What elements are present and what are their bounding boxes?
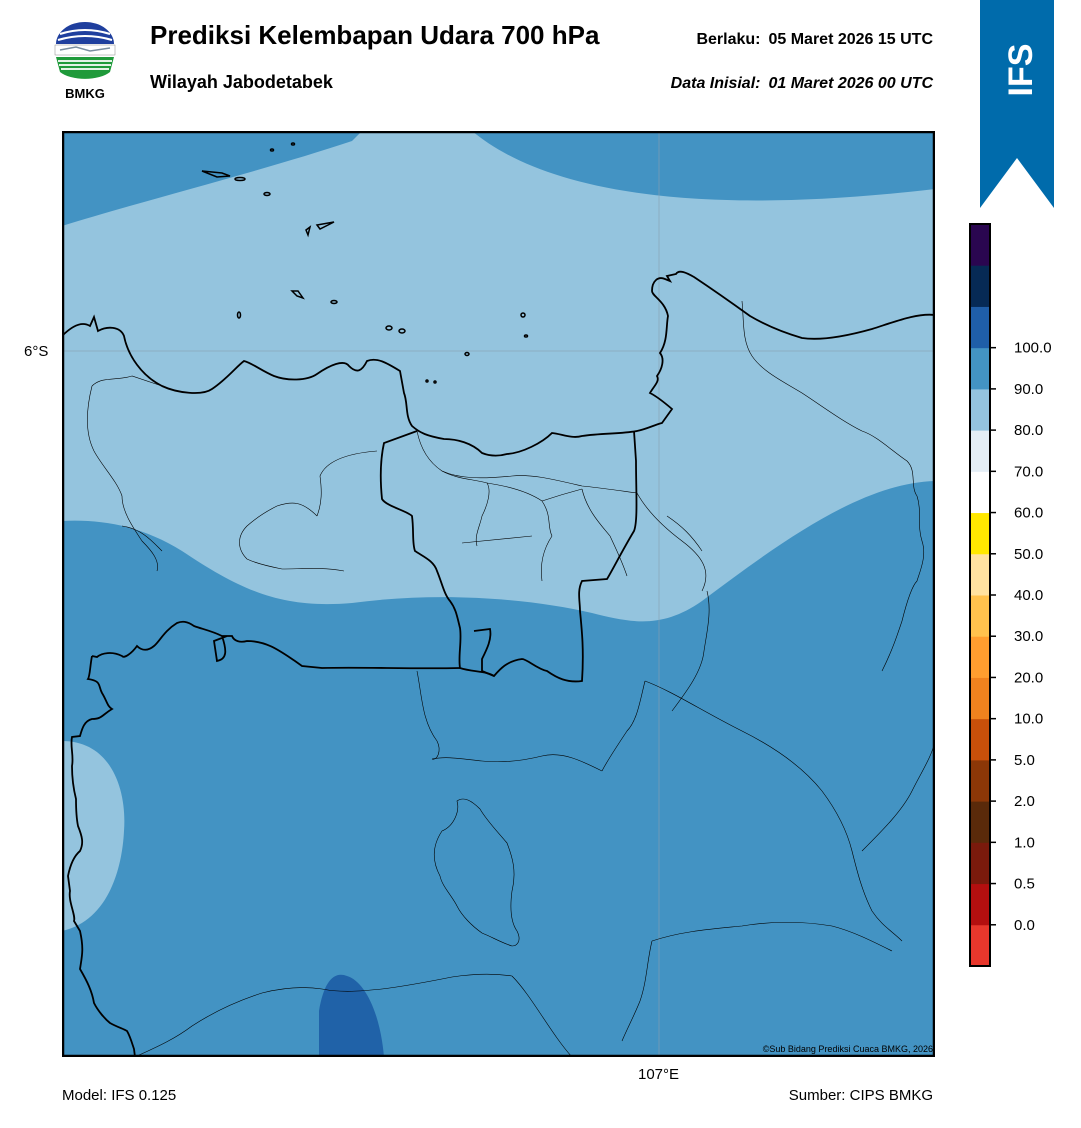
colorbar-segment <box>970 553 990 596</box>
colorbar-segment <box>970 388 990 431</box>
province-borders <box>67 430 638 1057</box>
colorbar-segment <box>970 595 990 637</box>
colorbar-tick-label: 30.0 <box>1014 628 1043 645</box>
colorbar-segment <box>970 347 990 390</box>
colorbar-segment <box>970 430 990 472</box>
colorbar-tick-label: 0.5 <box>1014 876 1035 893</box>
init-label: Data Inisial: <box>670 75 761 92</box>
colorbar-segment <box>970 306 990 349</box>
thousand-islands <box>201 142 529 384</box>
colorbar-tick-label: 10.0 <box>1014 711 1043 728</box>
humidity-colorbar: 0.0 0.5 1.0 2.0 5.0 10.0 20.0 30.0 40.0 50.0 60.0 7… <box>969 223 1052 967</box>
colorbar-segment <box>970 718 990 761</box>
colorbar-tick-label: 20.0 <box>1014 669 1043 686</box>
java-north-coastline <box>62 270 935 457</box>
banner-shape <box>980 0 1054 208</box>
humidity-map <box>62 131 935 1057</box>
map-frame <box>62 131 935 1057</box>
regency-borders <box>87 300 935 1057</box>
copyright-text: ©Sub Bidang Prediksi Cuaca BMKG, 2026 <box>762 1044 933 1054</box>
colorbar-tick-label: 5.0 <box>1014 752 1035 769</box>
colorbar-segments <box>970 224 990 967</box>
colorbar-tick-label: 2.0 <box>1014 793 1035 810</box>
colorbar-segment <box>970 883 990 926</box>
source-info: Sumber: CIPS BMKG <box>788 1087 933 1104</box>
colorbar-segment <box>970 924 990 967</box>
colorbar-tick-label: 100.0 <box>1014 340 1052 357</box>
colorbar-tick-label: 1.0 <box>1014 834 1035 851</box>
longitude-label: 107°E <box>638 1066 680 1083</box>
colorbar-ticks: 0.0 0.5 1.0 2.0 5.0 10.0 20.0 30.0 40.0 50.0 60.0 7… <box>990 340 1052 934</box>
colorbar-segment <box>970 512 990 555</box>
bmkg-logo: BMKG <box>54 22 116 101</box>
colorbar-segment <box>970 471 990 514</box>
colorbar-segment <box>970 677 990 720</box>
ifs-banner: IFS <box>980 0 1054 208</box>
colorbar-tick-label: 40.0 <box>1014 587 1043 604</box>
init-time: Data Inisial: 01 Maret 2026 00 UTC <box>671 75 933 93</box>
colorbar-segment <box>970 801 990 843</box>
page-title: Prediksi Kelembapan Udara 700 hPa <box>150 20 600 50</box>
humidity-zone-80-90 <box>319 974 384 1057</box>
humidity-zone-west <box>62 741 125 931</box>
colorbar-tick-label: 0.0 <box>1014 917 1035 934</box>
bmkg-logo-icon <box>54 22 116 79</box>
logo-text: BMKG <box>65 86 105 101</box>
page-subtitle: Wilayah Jabodetabek <box>150 72 333 92</box>
colorbar-segment <box>970 636 990 678</box>
banner-text: IFS <box>1002 44 1040 97</box>
colorbar-segment <box>970 224 990 266</box>
colorbar-segment <box>970 842 990 885</box>
valid-value: 05 Maret 2026 15 UTC <box>768 31 933 48</box>
init-value: 01 Maret 2026 00 UTC <box>768 75 933 92</box>
colorbar-frame <box>969 223 991 967</box>
valid-label: Berlaku: <box>696 31 761 48</box>
colorbar-tick-label: 50.0 <box>1014 546 1043 563</box>
colorbar-segment <box>970 265 990 307</box>
colorbar-tick-label: 90.0 <box>1014 381 1043 398</box>
valid-time: Berlaku: 05 Maret 2026 15 UTC <box>696 31 933 49</box>
colorbar-tick-label: 80.0 <box>1014 422 1043 439</box>
colorbar-tick-label: 60.0 <box>1014 505 1043 522</box>
colorbar-segment <box>970 759 990 802</box>
model-info: Model: IFS 0.125 <box>62 1087 177 1104</box>
latitude-label: 6°S <box>24 343 49 360</box>
colorbar-tick-label: 70.0 <box>1014 463 1043 480</box>
humidity-zone-60-70 <box>62 131 935 622</box>
